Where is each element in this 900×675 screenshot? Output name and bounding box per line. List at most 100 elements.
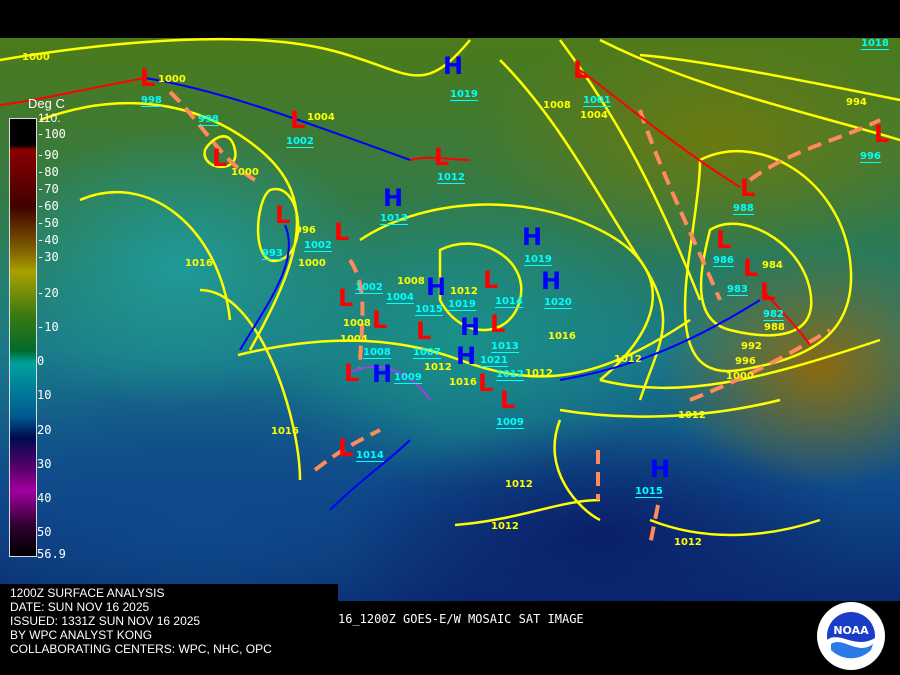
- low-pressure-value: 986: [713, 255, 734, 267]
- caption-background: [0, 584, 338, 602]
- low-symbol: L: [416, 317, 432, 345]
- isobar: [199, 288, 302, 481]
- high-pressure-value: 1019: [448, 299, 476, 311]
- isobar-label: 1016: [449, 377, 477, 388]
- high-symbol: H: [522, 223, 543, 251]
- low-pressure-center: L: [500, 388, 515, 412]
- low-pressure-value: 1001: [583, 95, 611, 107]
- low-pressure-value: 996: [860, 151, 881, 163]
- low-pressure-value: 1004: [386, 292, 414, 304]
- high-pressure-value: 1019: [450, 89, 478, 101]
- isobar: [39, 101, 299, 351]
- isobar-label: 1016: [548, 331, 576, 342]
- high-pressure-value: 1015: [415, 304, 443, 316]
- low-pressure-value: 1002: [304, 240, 332, 252]
- troughs: [168, 90, 881, 546]
- low-symbol: L: [874, 120, 890, 148]
- high-pressure-value: 1013: [380, 213, 408, 225]
- low-symbol: L: [478, 369, 494, 397]
- isobar-label: 1004: [580, 110, 608, 121]
- low-pressure-value: 1002: [355, 282, 383, 294]
- isobar-label: 1008: [543, 100, 571, 111]
- isobar-label: 1012: [525, 368, 553, 379]
- low-pressure-value: 982: [763, 309, 784, 321]
- high-pressure-center: H: [460, 315, 480, 339]
- scale-tick-label: -40: [37, 233, 59, 247]
- isobar-label: 992: [741, 341, 762, 352]
- cold-front: [559, 299, 761, 381]
- high-pressure-center: H: [372, 362, 392, 386]
- low-pressure-center: L: [338, 436, 353, 460]
- low-symbol: L: [140, 64, 156, 92]
- trough-line: [748, 118, 881, 182]
- trough-line: [648, 504, 660, 546]
- high-symbol: H: [460, 313, 481, 341]
- scale-tick-label: -10: [37, 320, 59, 334]
- isobar-label: 1012: [505, 479, 533, 490]
- low-pressure-center: L: [716, 228, 731, 252]
- isobar-label: 996: [735, 356, 756, 367]
- isobar-label: 996: [295, 225, 316, 236]
- scale-tick-label: 0: [37, 354, 45, 368]
- high-pressure-value: 1021: [480, 355, 508, 367]
- noaa-logo: NOAA: [815, 600, 887, 672]
- low-pressure-center: L: [334, 220, 349, 244]
- isobar: [438, 242, 523, 332]
- isobar: [203, 135, 237, 169]
- high-symbol: H: [443, 52, 464, 80]
- scale-tick-label: 10: [37, 388, 52, 402]
- isobar-label: 1004: [340, 334, 368, 345]
- isobar-label: 1012: [614, 354, 642, 365]
- low-pressure-value: 1014: [495, 296, 523, 308]
- scale-tick-label: 20: [37, 423, 52, 437]
- isobar: [559, 398, 781, 418]
- scale-tick-label: -30: [37, 250, 59, 264]
- low-symbol: L: [573, 56, 589, 84]
- low-symbol: L: [338, 284, 354, 312]
- low-pressure-center: L: [743, 256, 758, 280]
- high-pressure-value: 1015: [635, 486, 663, 498]
- occluded-front: [349, 366, 431, 401]
- low-pressure-value: 993: [262, 248, 283, 260]
- isobar-label: 1000: [726, 371, 754, 382]
- low-symbol: L: [740, 174, 756, 202]
- low-pressure-value: 1013: [491, 341, 519, 353]
- scale-tick-label: -100: [37, 127, 66, 141]
- high-pressure-center: H: [426, 275, 446, 299]
- low-pressure-value: 988: [733, 203, 754, 215]
- low-pressure-value: 1012: [496, 369, 524, 381]
- low-pressure-center: L: [740, 176, 755, 200]
- low-symbol: L: [716, 226, 732, 254]
- isobar-label: 1012: [424, 362, 452, 373]
- trough-line: [313, 428, 381, 472]
- satellite-image: [0, 38, 900, 601]
- temperature-color-scale: [9, 118, 37, 557]
- high-pressure-center: H: [443, 54, 463, 78]
- high-pressure-center: H: [383, 186, 403, 210]
- low-pressure-value: 1008: [363, 347, 391, 359]
- isobar: [699, 222, 813, 337]
- scale-tick-label: 40: [37, 491, 52, 505]
- low-pressure-value: 1012: [437, 172, 465, 184]
- trough-line: [689, 328, 832, 402]
- issued-time: ISSUED: 1331Z SUN NOV 16 2025: [10, 614, 201, 628]
- isobar-label: 1012: [491, 521, 519, 532]
- scale-tick-label: -20: [37, 286, 59, 300]
- isobar: [237, 318, 691, 378]
- low-symbol: L: [490, 310, 506, 338]
- cold-front: [239, 224, 290, 351]
- low-pressure-center: L: [275, 203, 290, 227]
- cold-front: [329, 439, 411, 511]
- low-pressure-center: L: [140, 66, 155, 90]
- scale-tick-label: 56.9: [37, 547, 66, 561]
- low-pressure-center: L: [290, 108, 305, 132]
- trough-line: [638, 109, 722, 301]
- scale-tick-label: -90: [37, 148, 59, 162]
- scale-tick-label: -70: [37, 182, 59, 196]
- isobar-label: 1012: [678, 410, 706, 421]
- scale-top-value: 110.: [38, 111, 61, 125]
- warm-front: [0, 77, 146, 106]
- caption-bar: [0, 601, 900, 675]
- low-symbol: L: [760, 278, 776, 306]
